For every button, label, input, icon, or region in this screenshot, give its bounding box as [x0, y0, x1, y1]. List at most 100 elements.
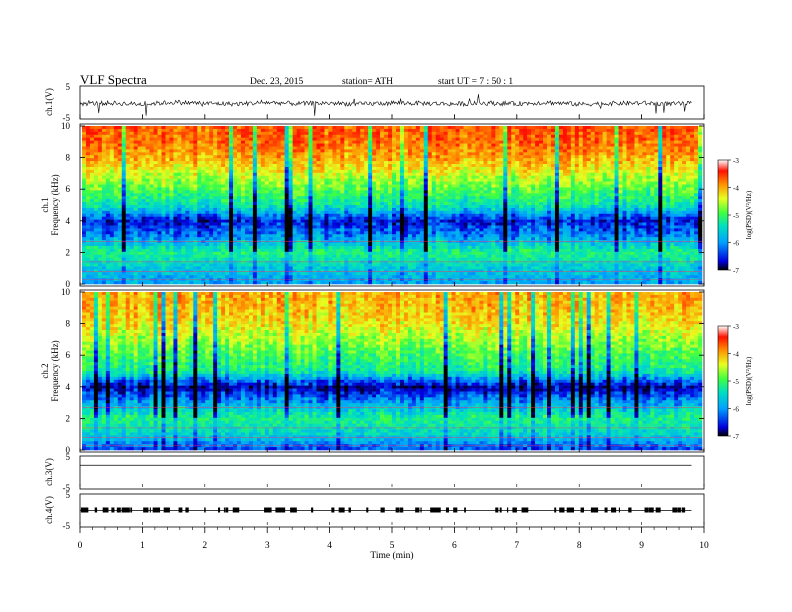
- spectrogram-cell: [93, 169, 99, 174]
- spectrogram-cell: [233, 216, 238, 220]
- spectrogram-cell: [93, 205, 99, 209]
- spectrogram-cell: [364, 202, 369, 206]
- spectrogram-cell: [686, 149, 691, 153]
- spectrogram-cell: [666, 202, 671, 206]
- spectrogram-cell: [570, 161, 576, 165]
- spectrogram-cell: [384, 178, 389, 182]
- spectrogram-cell: [439, 210, 444, 215]
- spectrogram-cell: [117, 213, 123, 218]
- spectrogram-cell: [105, 149, 111, 153]
- spectrogram-cell: [606, 146, 611, 150]
- spectrogram-cell: [499, 164, 504, 168]
- spectrogram-cell: [694, 155, 699, 159]
- spectrogram-cell: [113, 137, 119, 141]
- spectrogram-cell: [467, 155, 472, 159]
- spectrogram-cell: [240, 149, 246, 153]
- spectrogram-cell: [312, 207, 317, 212]
- spectrogram-cell: [356, 134, 361, 139]
- spectrogram-cell: [189, 207, 194, 212]
- spectrogram-cell: [431, 161, 437, 165]
- spectrogram-cell: [300, 149, 305, 153]
- spectrogram-cell: [463, 205, 468, 209]
- spectrogram-cell: [435, 143, 440, 147]
- spectrogram-cell: [384, 196, 389, 200]
- spectrogram-cell: [447, 199, 452, 203]
- spectrogram-cell: [566, 152, 572, 156]
- spectrogram-cell: [395, 172, 401, 177]
- spectrogram-cell: [145, 187, 150, 191]
- spectrogram-cell: [515, 184, 520, 188]
- spectrogram-cell: [646, 158, 651, 162]
- spectrogram-cell: [547, 216, 552, 220]
- spectrogram-cell: [109, 161, 115, 165]
- spectrogram-cell: [252, 166, 258, 171]
- spectrogram-cell: [614, 190, 619, 194]
- spectrogram-cell: [439, 193, 444, 197]
- spectrogram-cell: [189, 196, 194, 200]
- spectrogram-cell: [578, 164, 584, 168]
- spectrogram-cell: [578, 190, 584, 194]
- spectrogram-cell: [197, 196, 202, 200]
- spectrogram-cell: [292, 181, 297, 185]
- spectrogram-cell: [324, 137, 329, 141]
- spectrogram-cell: [248, 140, 254, 144]
- spectrogram-cell: [515, 164, 520, 168]
- spectrogram-cell: [550, 143, 556, 147]
- spectrogram-cell: [527, 169, 532, 174]
- spectrogram-cell: [507, 149, 512, 153]
- spectrogram-cell: [682, 190, 687, 194]
- spectrogram-cell: [292, 193, 297, 197]
- spectrogram-cell: [221, 166, 226, 171]
- spectrogram-cell: [411, 140, 417, 144]
- spectrogram-cell: [244, 196, 250, 200]
- spectrogram-cell: [221, 169, 226, 174]
- spectrogram-cell: [459, 172, 464, 177]
- spectrogram-cell: [491, 131, 496, 136]
- spectrogram-cell: [165, 207, 170, 212]
- spectrogram-cell: [260, 196, 266, 200]
- spectrogram-cell: [332, 146, 337, 150]
- spectrogram-cell: [137, 196, 142, 200]
- spectrogram-cell: [634, 158, 639, 162]
- spectrogram-cell: [145, 164, 150, 168]
- spectrogram-cell: [364, 166, 369, 171]
- spectrogram-cell: [284, 149, 289, 153]
- spectrogram-cell: [407, 190, 413, 194]
- spectrogram-cell: [535, 152, 540, 156]
- spectrogram-cell: [244, 143, 250, 147]
- spectrogram-cell: [85, 143, 91, 147]
- spectrogram-cell: [419, 196, 425, 200]
- spectrogram-cell: [463, 190, 468, 194]
- spectrogram-cell: [260, 190, 266, 194]
- spectrogram-cell: [622, 166, 627, 171]
- spectrogram-cell: [256, 169, 262, 174]
- spectrogram-cell: [527, 196, 532, 200]
- spectrogram-cell: [535, 155, 540, 159]
- spectrogram-cell: [264, 146, 270, 150]
- spectrogram-cell: [523, 128, 528, 133]
- spectrogram-cell: [157, 164, 162, 168]
- spectrogram-cell: [229, 187, 234, 191]
- spectrogram-cell: [395, 190, 401, 194]
- spectrogram-cell: [463, 164, 468, 168]
- spectrogram-cell: [475, 164, 480, 168]
- spectrogram-cell: [384, 172, 389, 177]
- spectrogram-cell: [240, 131, 246, 136]
- spectrogram-cell: [169, 184, 174, 188]
- spectrogram-cell: [654, 140, 659, 144]
- spectrogram-cell: [244, 164, 250, 168]
- spectrogram-cell: [85, 149, 91, 153]
- spectrogram-cell: [256, 134, 262, 139]
- spectrogram-cell: [606, 152, 611, 156]
- spectrogram-cell: [229, 178, 234, 182]
- spectrogram-cell: [666, 131, 671, 136]
- spectrogram-cell: [590, 187, 595, 191]
- spectrogram-cell: [590, 166, 595, 171]
- spectrogram-cell: [407, 187, 413, 191]
- spectrogram-cell: [89, 187, 95, 191]
- spectrogram-cell: [205, 128, 210, 133]
- spectrogram-cell: [181, 166, 186, 171]
- spectrogram-cell: [439, 164, 444, 168]
- spectrogram-cell: [312, 184, 317, 188]
- spectrogram-cell: [392, 184, 397, 188]
